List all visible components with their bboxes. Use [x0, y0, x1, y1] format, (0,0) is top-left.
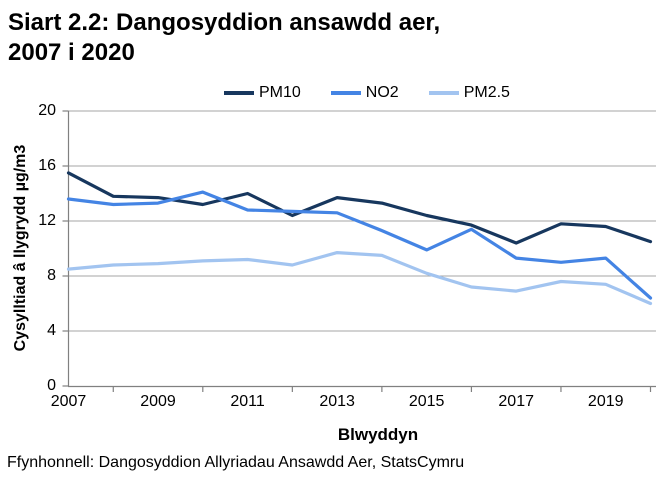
legend-item-pm25: PM2.5 [428, 84, 510, 102]
x-axis-title: Blwyddyn [337, 425, 419, 444]
x-tick-label: 2013 [319, 393, 355, 410]
x-tick-label: 2007 [50, 393, 87, 410]
x-tick-label: 2009 [140, 393, 176, 410]
legend: PM10 NO2 PM2.5 [224, 84, 510, 102]
chart-title-line2: 2007 i 2020 [8, 39, 135, 66]
y-axis-title: Cysylltiad â llygrydd µg/m3 [12, 144, 29, 352]
chart-title: Siart 2.2: Dangosyddion ansawdd aer, 200… [8, 8, 440, 68]
y-tick-label: 12 [38, 212, 56, 229]
legend-label-pm10: PM10 [259, 84, 301, 101]
legend-item-no2: NO2 [330, 84, 399, 102]
series-line-no2 [66, 190, 653, 300]
legend-swatch-no2 [330, 91, 361, 95]
y-tick-label: 0 [47, 377, 56, 394]
y-tick-label: 16 [38, 157, 56, 174]
y-tick-label: 20 [38, 102, 56, 119]
x-tick-label: 2011 [230, 393, 265, 410]
chart-title-line1: Siart 2.2: Dangosyddion ansawdd aer, [8, 9, 441, 36]
x-tick-label: 2017 [498, 393, 534, 410]
legend-swatch-pm10 [224, 91, 254, 95]
legend-swatch-pm25 [428, 91, 459, 95]
legend-label-no2: NO2 [365, 84, 399, 101]
source-note: Ffynhonnell: Dangosyddion Allyriadau Ans… [7, 454, 465, 471]
legend-item-pm10: PM10 [224, 84, 301, 102]
legend-label-pm25: PM2.5 [463, 84, 510, 101]
series-line-pm25 [66, 251, 653, 306]
y-tick-label: 8 [47, 267, 56, 284]
x-tick-label: 2015 [408, 393, 445, 410]
x-tick-label: 2019 [587, 393, 624, 410]
y-tick-label: 4 [47, 322, 56, 339]
series-line-pm10 [66, 171, 653, 245]
